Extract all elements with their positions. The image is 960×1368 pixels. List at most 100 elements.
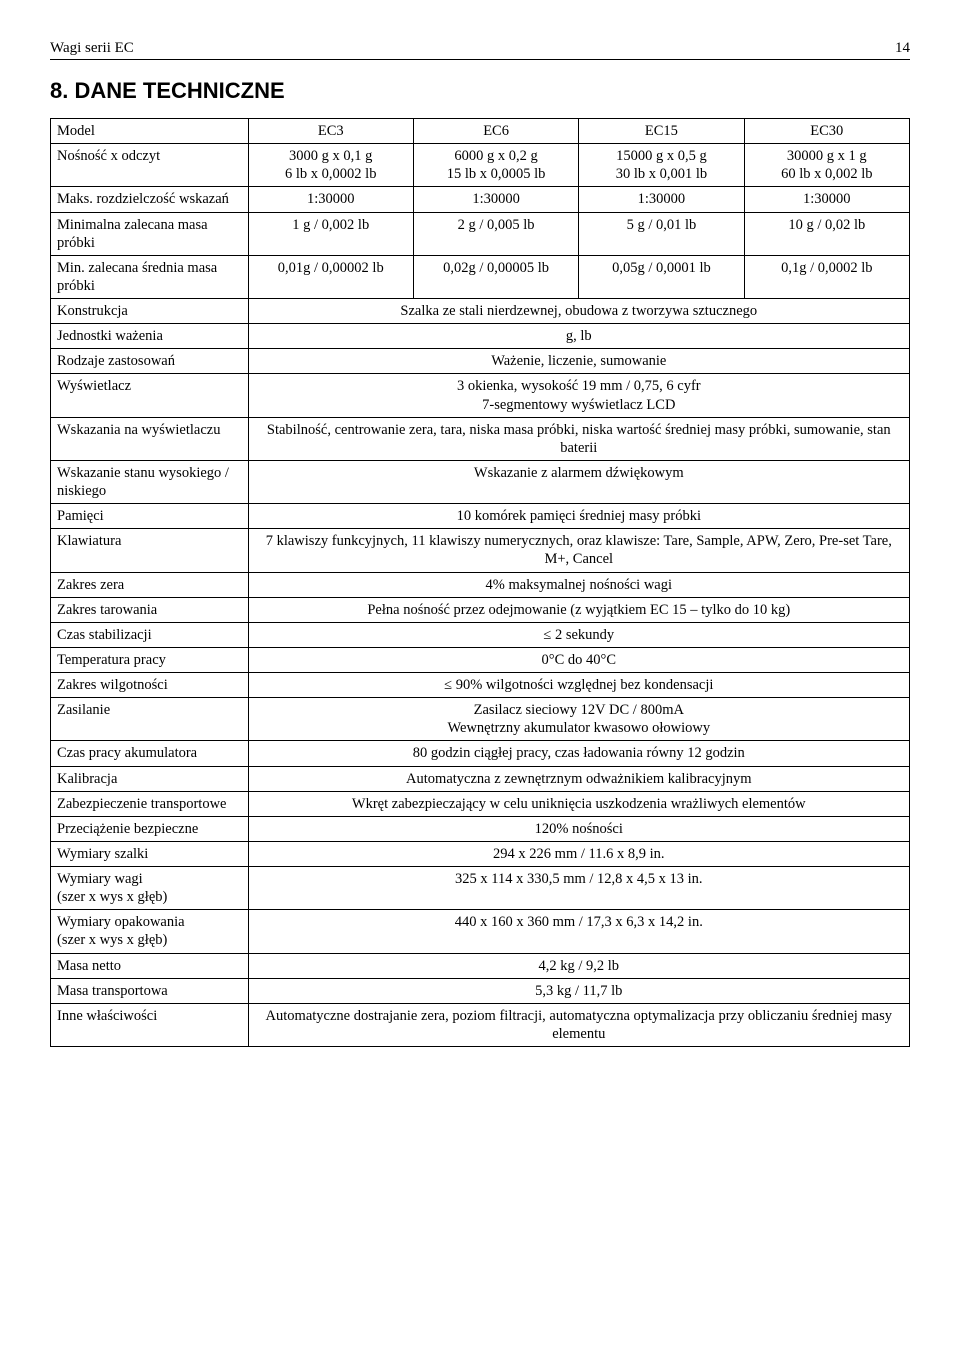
cell-label: Czas stabilizacji xyxy=(51,622,249,647)
cell-label: Wymiary wagi(szer x wys x głęb) xyxy=(51,867,249,910)
cell-label: Nośność x odczyt xyxy=(51,144,249,187)
cell: 5,3 kg / 11,7 lb xyxy=(248,978,909,1003)
cell: Wkręt zabezpieczający w celu uniknięcia … xyxy=(248,791,909,816)
cell: 3 okienka, wysokość 19 mm / 0,75, 6 cyfr… xyxy=(248,374,909,417)
cell-label: Pamięci xyxy=(51,504,249,529)
page-header: Wagi serii EC 14 xyxy=(50,40,910,60)
cell-label: Przeciążenie bezpieczne xyxy=(51,816,249,841)
cell-label: Inne właściwości xyxy=(51,1003,249,1046)
cell: 0,05g / 0,0001 lb xyxy=(579,255,744,298)
cell-label: Konstrukcja xyxy=(51,299,249,324)
cell: 294 x 226 mm / 11.6 x 8,9 in. xyxy=(248,841,909,866)
table-row: Czas pracy akumulatora80 godzin ciągłej … xyxy=(51,741,910,766)
cell: 325 x 114 x 330,5 mm / 12,8 x 4,5 x 13 i… xyxy=(248,867,909,910)
table-row: Inne właściwościAutomatyczne dostrajanie… xyxy=(51,1003,910,1046)
cell: g, lb xyxy=(248,324,909,349)
header-right: 14 xyxy=(895,40,910,57)
cell: 5 g / 0,01 lb xyxy=(579,212,744,255)
cell-label: Model xyxy=(51,119,249,144)
table-row: ZasilanieZasilacz sieciowy 12V DC / 800m… xyxy=(51,698,910,741)
table-row: Wskazanie stanu wysokiego / niskiegoWska… xyxy=(51,460,910,503)
table-row: Przeciążenie bezpieczne120% nośności xyxy=(51,816,910,841)
cell: 6000 g x 0,2 g15 lb x 0,0005 lb xyxy=(413,144,578,187)
cell: 1:30000 xyxy=(248,187,413,212)
table-row: Min. zalecana średnia masa próbki 0,01g … xyxy=(51,255,910,298)
cell: Wskazanie z alarmem dźwiękowym xyxy=(248,460,909,503)
table-row: Wymiary wagi(szer x wys x głęb)325 x 114… xyxy=(51,867,910,910)
cell-label: Zakres wilgotności xyxy=(51,673,249,698)
cell: Pełna nośność przez odejmowanie (z wyjąt… xyxy=(248,597,909,622)
cell: EC30 xyxy=(744,119,909,144)
header-left: Wagi serii EC xyxy=(50,40,134,57)
cell: Automatyczne dostrajanie zera, poziom fi… xyxy=(248,1003,909,1046)
cell: 1 g / 0,002 lb xyxy=(248,212,413,255)
table-row: KonstrukcjaSzalka ze stali nierdzewnej, … xyxy=(51,299,910,324)
cell: ≤ 2 sekundy xyxy=(248,622,909,647)
cell-label: Minimalna zalecana masa próbki xyxy=(51,212,249,255)
cell: Automatyczna z zewnętrznym odważnikiem k… xyxy=(248,766,909,791)
cell-label: Wymiary szalki xyxy=(51,841,249,866)
table-row: Zabezpieczenie transportoweWkręt zabezpi… xyxy=(51,791,910,816)
cell: 10 g / 0,02 lb xyxy=(744,212,909,255)
cell: 1:30000 xyxy=(413,187,578,212)
cell: 30000 g x 1 g60 lb x 0,002 lb xyxy=(744,144,909,187)
table-row: Czas stabilizacji≤ 2 sekundy xyxy=(51,622,910,647)
cell: 120% nośności xyxy=(248,816,909,841)
table-row: Masa netto4,2 kg / 9,2 lb xyxy=(51,953,910,978)
cell-label: Wymiary opakowania(szer x wys x głęb) xyxy=(51,910,249,953)
cell: 0,1g / 0,0002 lb xyxy=(744,255,909,298)
table-row: Wskazania na wyświetlaczuStabilność, cen… xyxy=(51,417,910,460)
cell: 4,2 kg / 9,2 lb xyxy=(248,953,909,978)
cell: Zasilacz sieciowy 12V DC / 800mAWewnętrz… xyxy=(248,698,909,741)
cell: Szalka ze stali nierdzewnej, obudowa z t… xyxy=(248,299,909,324)
cell: 15000 g x 0,5 g30 lb x 0,001 lb xyxy=(579,144,744,187)
cell-label: Rodzaje zastosowań xyxy=(51,349,249,374)
table-row: Nośność x odczyt 3000 g x 0,1 g6 lb x 0,… xyxy=(51,144,910,187)
cell-label: Wskazanie stanu wysokiego / niskiego xyxy=(51,460,249,503)
cell-label: Jednostki ważenia xyxy=(51,324,249,349)
table-row: KalibracjaAutomatyczna z zewnętrznym odw… xyxy=(51,766,910,791)
cell-label: Zakres tarowania xyxy=(51,597,249,622)
cell-label: Kalibracja xyxy=(51,766,249,791)
cell-label: Masa netto xyxy=(51,953,249,978)
table-row: Jednostki ważeniag, lb xyxy=(51,324,910,349)
cell: 0,01g / 0,00002 lb xyxy=(248,255,413,298)
cell: Stabilność, centrowanie zera, tara, nisk… xyxy=(248,417,909,460)
cell: 10 komórek pamięci średniej masy próbki xyxy=(248,504,909,529)
cell: EC15 xyxy=(579,119,744,144)
cell: 7 klawiszy funkcyjnych, 11 klawiszy nume… xyxy=(248,529,909,572)
table-row: Zakres zera4% maksymalnej nośności wagi xyxy=(51,572,910,597)
table-row: Temperatura pracy0°C do 40°C xyxy=(51,647,910,672)
section-title: 8. DANE TECHNICZNE xyxy=(50,78,910,104)
table-row: Klawiatura7 klawiszy funkcyjnych, 11 kla… xyxy=(51,529,910,572)
table-row: Masa transportowa5,3 kg / 11,7 lb xyxy=(51,978,910,1003)
table-row: Maks. rozdzielczość wskazań 1:30000 1:30… xyxy=(51,187,910,212)
cell: EC6 xyxy=(413,119,578,144)
cell: ≤ 90% wilgotności względnej bez kondensa… xyxy=(248,673,909,698)
cell-label: Maks. rozdzielczość wskazań xyxy=(51,187,249,212)
table-row: Wymiary szalki294 x 226 mm / 11.6 x 8,9 … xyxy=(51,841,910,866)
table-row: Zakres wilgotności≤ 90% wilgotności wzgl… xyxy=(51,673,910,698)
cell-label: Wyświetlacz xyxy=(51,374,249,417)
cell-label: Temperatura pracy xyxy=(51,647,249,672)
table-row: Wyświetlacz3 okienka, wysokość 19 mm / 0… xyxy=(51,374,910,417)
cell: 1:30000 xyxy=(579,187,744,212)
cell: Ważenie, liczenie, sumowanie xyxy=(248,349,909,374)
cell-label: Min. zalecana średnia masa próbki xyxy=(51,255,249,298)
cell: 0,02g / 0,00005 lb xyxy=(413,255,578,298)
table-row: Rodzaje zastosowańWażenie, liczenie, sum… xyxy=(51,349,910,374)
cell-label: Zabezpieczenie transportowe xyxy=(51,791,249,816)
cell-label: Zasilanie xyxy=(51,698,249,741)
cell-label: Czas pracy akumulatora xyxy=(51,741,249,766)
cell: 80 godzin ciągłej pracy, czas ładowania … xyxy=(248,741,909,766)
cell-label: Wskazania na wyświetlaczu xyxy=(51,417,249,460)
table-row: Zakres tarowaniaPełna nośność przez odej… xyxy=(51,597,910,622)
cell: 3000 g x 0,1 g6 lb x 0,0002 lb xyxy=(248,144,413,187)
cell: 4% maksymalnej nośności wagi xyxy=(248,572,909,597)
cell-label: Klawiatura xyxy=(51,529,249,572)
cell: 1:30000 xyxy=(744,187,909,212)
cell: EC3 xyxy=(248,119,413,144)
table-row: Model EC3 EC6 EC15 EC30 xyxy=(51,119,910,144)
spec-table: Model EC3 EC6 EC15 EC30 Nośność x odczyt… xyxy=(50,118,910,1047)
table-row: Minimalna zalecana masa próbki 1 g / 0,0… xyxy=(51,212,910,255)
